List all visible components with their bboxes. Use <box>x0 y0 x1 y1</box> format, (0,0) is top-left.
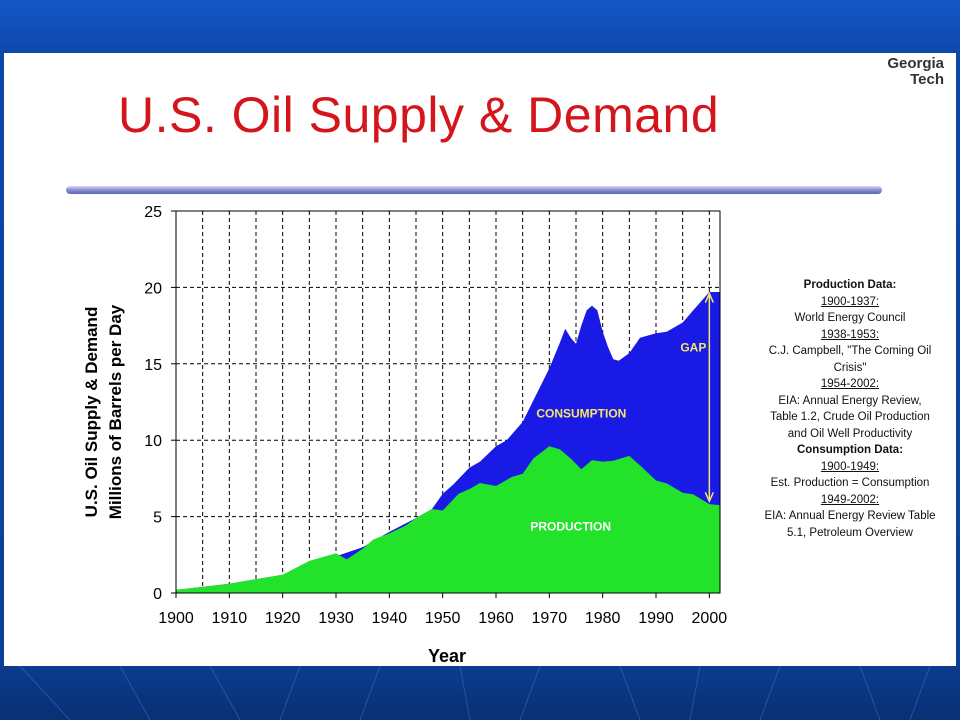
y-tick-label: 20 <box>144 280 162 297</box>
x-tick-label: 1980 <box>585 610 621 627</box>
source-line: World Energy Council <box>794 312 906 324</box>
annotation-production: PRODUCTION <box>530 519 611 533</box>
source-line: Consumption Data: <box>796 444 904 456</box>
area-production <box>176 446 720 593</box>
source-line: 5.1, Petroleum Overview <box>787 526 913 539</box>
source-line: 1949-2002: <box>820 493 880 506</box>
source-line: 1900-1949: <box>820 460 880 473</box>
source-line: Table 1.2, Crude Oil Production <box>770 411 930 423</box>
y-axis-label-line-1: U.S. Oil Supply & Demand <box>82 307 101 518</box>
annotations: GAP CONSUMPTION PRODUCTION <box>530 291 715 533</box>
x-tick-label: 1950 <box>425 610 461 627</box>
x-axis-label: Year <box>428 646 466 666</box>
source-line: Crisis" <box>833 361 867 374</box>
source-line: C.J. Campbell, "The Coming Oil <box>768 345 932 357</box>
source-line: EIA: Annual Energy Review Table <box>764 510 936 522</box>
source-line: Production Data: <box>803 279 897 291</box>
y-tick-label: 25 <box>144 204 162 221</box>
annotation-consumption: CONSUMPTION <box>536 406 626 420</box>
title-divider <box>66 186 882 194</box>
x-tick-label: 1970 <box>532 610 568 627</box>
source-line: Est. Production = Consumption <box>770 477 930 489</box>
x-tick-label: 1940 <box>372 610 408 627</box>
x-tick-label: 1910 <box>212 610 248 627</box>
slide-footer-decoration <box>0 666 960 720</box>
annotation-gap: GAP <box>680 341 706 355</box>
y-tick-label: 5 <box>153 510 162 527</box>
logo-line-2: Tech <box>910 71 944 88</box>
source-line: 1938-1953: <box>820 328 880 341</box>
source-line: EIA: Annual Energy Review, <box>778 394 922 407</box>
gap-arrow-head-bottom <box>704 492 715 504</box>
source-line: 1900-1937: <box>820 295 880 308</box>
x-tick-label: 1960 <box>478 610 514 627</box>
gap-arrow-head-top <box>704 291 715 303</box>
x-tick-label: 1930 <box>318 610 354 627</box>
y-tick-label: 10 <box>144 433 162 450</box>
data-sources-note: Production Data: 1900-1937: World Energy C… <box>744 277 956 541</box>
slide-title: U.S. Oil Supply & Demand <box>118 87 720 143</box>
logo-line-1: Georgia <box>887 55 944 72</box>
y-tick-label: 0 <box>153 586 162 603</box>
y-axis-label-line-2: Millions of Barrels per Day <box>106 304 125 519</box>
source-line: and Oil Well Productivity <box>787 427 913 440</box>
source-line: 1954-2002: <box>820 378 880 390</box>
y-tick-label: 15 <box>144 357 162 374</box>
axes: 1900 1910 1920 1930 1940 1950 1960 1970 1980 1990… <box>144 204 727 627</box>
plot-frame <box>175 210 721 594</box>
x-tick-label: 1990 <box>638 610 674 627</box>
x-tick-label: 2000 <box>692 610 728 627</box>
area-series <box>176 292 720 593</box>
georgia-tech-logo: Georgia Tech <box>862 56 954 98</box>
x-tick-label: 1900 <box>158 610 194 627</box>
x-tick-label: 1920 <box>265 610 301 627</box>
